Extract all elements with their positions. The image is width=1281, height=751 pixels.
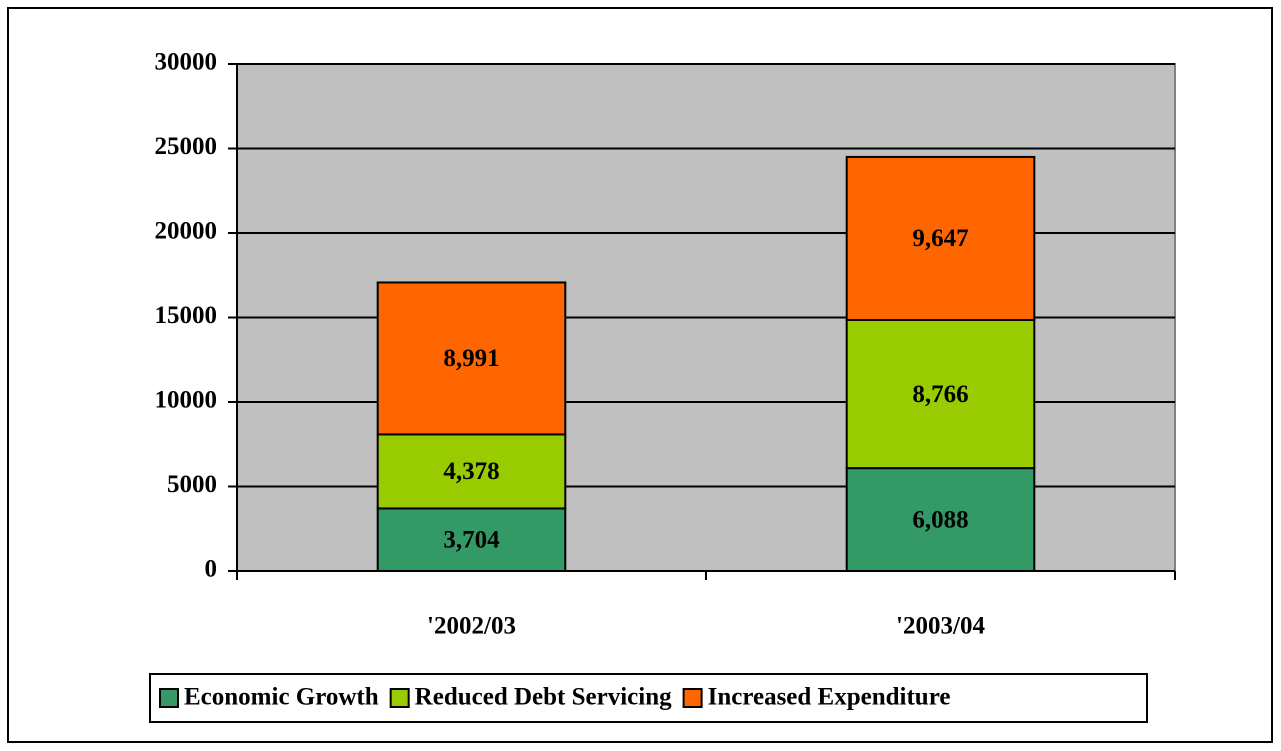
legend-swatch [389, 688, 410, 708]
bar-segment [845, 318, 1036, 470]
data-label: 3,704 [443, 526, 500, 553]
bar-segment [376, 433, 567, 510]
bar-segment [376, 281, 567, 436]
y-tick-label: 30000 [155, 49, 218, 76]
bar-segment [845, 467, 1036, 572]
x-tick-label: '2003/04 [896, 613, 985, 640]
data-label: 4,378 [443, 458, 499, 485]
bar-segment [376, 507, 567, 573]
y-tick-label: 25000 [155, 133, 218, 160]
legend-label: Economic Growth [184, 684, 379, 711]
y-tick-label: 20000 [155, 218, 218, 245]
bar-segment [845, 155, 1036, 321]
data-label: 9,647 [912, 225, 968, 252]
y-tick-label: 15000 [155, 302, 218, 329]
legend-label: Reduced Debt Servicing [415, 684, 672, 711]
legend-label: Increased Expenditure [708, 684, 951, 711]
legend-swatch [159, 688, 179, 708]
y-tick-label: 0 [205, 556, 218, 583]
y-tick-label: 10000 [155, 387, 218, 414]
legend-swatch [682, 688, 703, 708]
data-label: 8,991 [443, 345, 499, 372]
data-label: 6,088 [912, 506, 968, 533]
data-label: 8,766 [912, 381, 968, 408]
legend-box [149, 673, 1148, 723]
y-tick-label: 5000 [167, 471, 217, 498]
x-tick-label: '2002/03 [427, 613, 516, 640]
